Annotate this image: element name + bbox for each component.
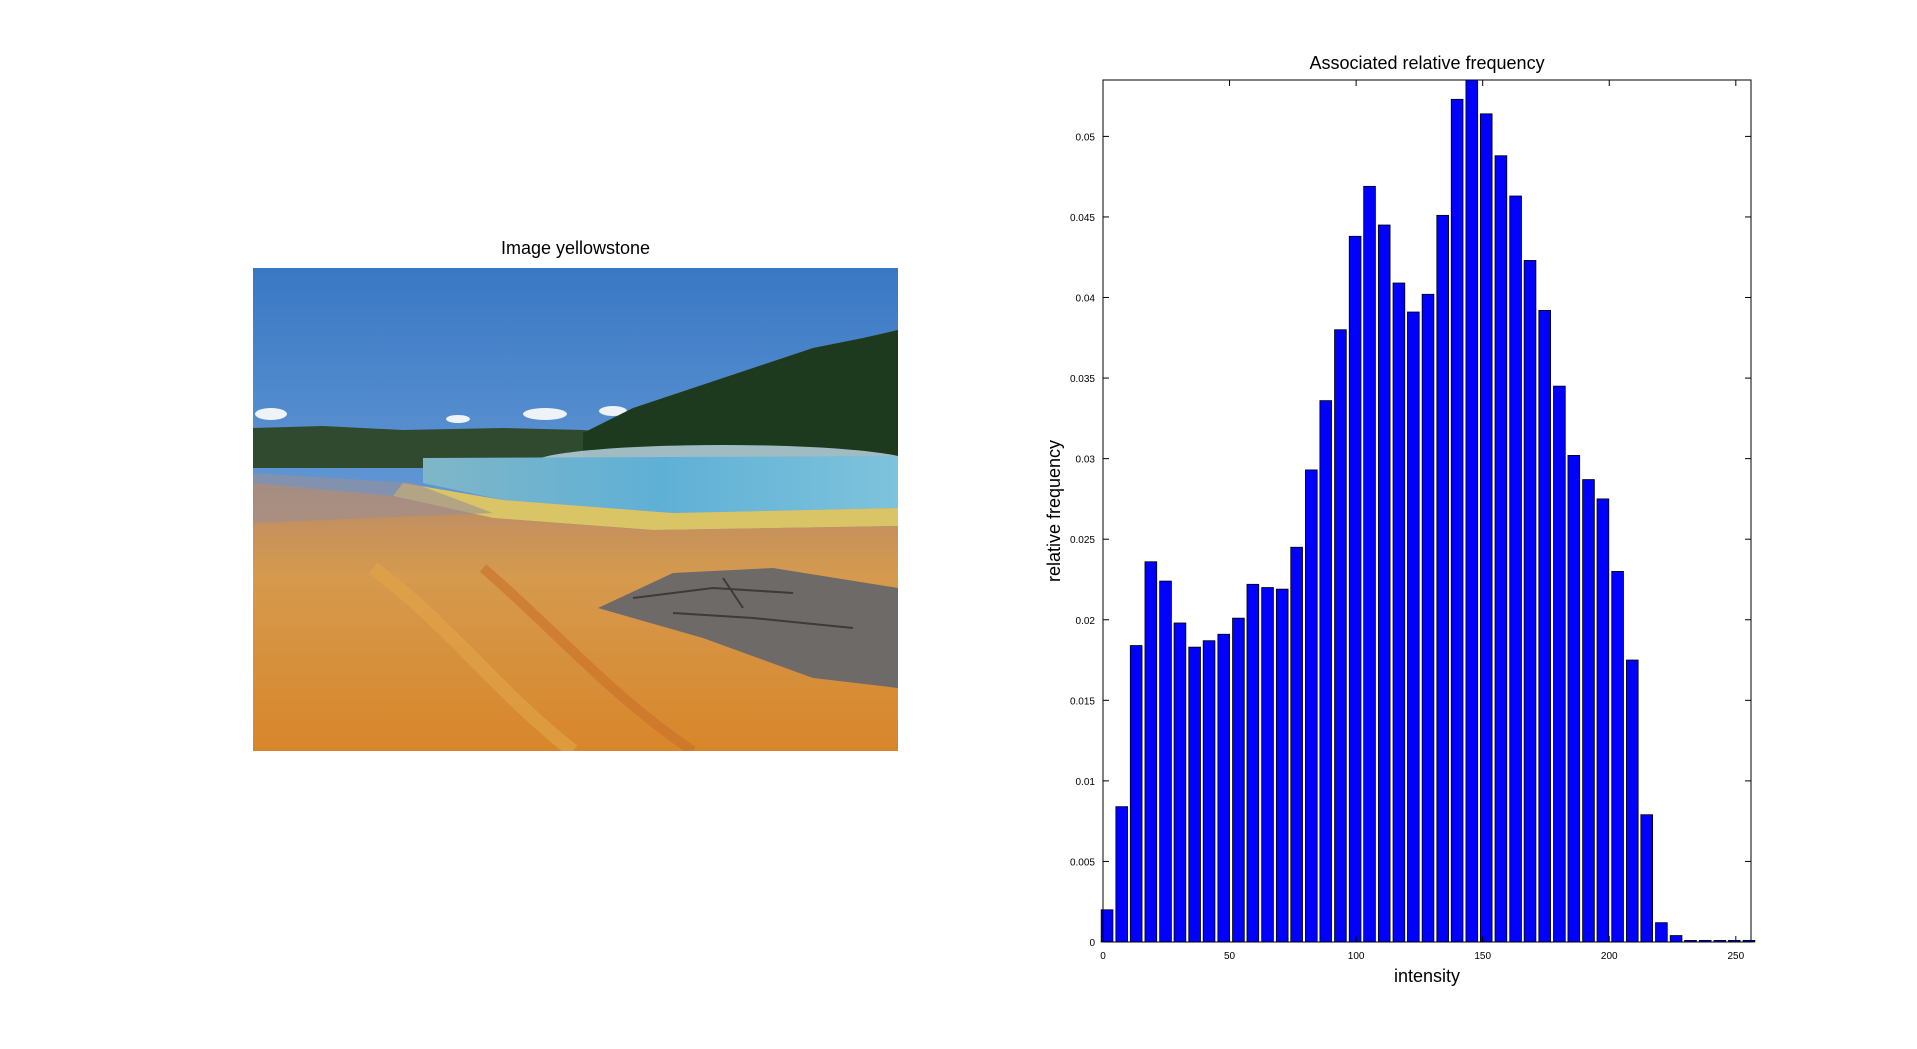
- histogram-bar: [1232, 617, 1245, 943]
- histogram-bar: [1363, 185, 1376, 943]
- histogram-bar: [1144, 561, 1158, 943]
- histogram-bar: [1261, 587, 1274, 943]
- histogram-bar: [1509, 195, 1522, 943]
- y-tick-label: 0.01: [1076, 777, 1096, 788]
- ticks-layer: 0 50 100 150 200 250 0 0.005 0.01 0.015 0.02 0.025 0…: [1070, 80, 1751, 962]
- histogram-bar: [1553, 385, 1566, 943]
- x-axis-label: intensity: [1394, 966, 1460, 986]
- x-tick-label: 0: [1100, 951, 1106, 962]
- histogram-bar: [1450, 98, 1464, 943]
- y-axis-label: relative frequency: [1044, 440, 1064, 582]
- histogram-bar: [1596, 498, 1610, 943]
- chart-title: Associated relative frequency: [1309, 53, 1544, 73]
- x-tick-label: 100: [1348, 951, 1365, 962]
- histogram-bar: [1159, 580, 1172, 943]
- histogram-bar: [1567, 455, 1581, 943]
- y-tick-label: 0.025: [1070, 535, 1095, 546]
- histogram-bar: [1494, 155, 1508, 943]
- histogram-bar: [1407, 311, 1420, 943]
- histogram-bar: [1436, 214, 1449, 943]
- histogram-bar: [1479, 113, 1493, 943]
- histogram-bar: [1275, 588, 1289, 943]
- histogram-bar: [1115, 806, 1129, 943]
- histogram-bar: [1392, 282, 1406, 943]
- y-tick-label: 0.05: [1076, 132, 1096, 143]
- histogram-bar: [1173, 622, 1187, 943]
- y-tick-label: 0.02: [1076, 616, 1096, 627]
- histogram-bar: [1465, 79, 1479, 943]
- histogram-bar: [1129, 645, 1143, 943]
- photo-title: Image yellowstone: [500, 238, 651, 258]
- histogram-bar: [1582, 479, 1595, 943]
- histogram-bar: [1188, 646, 1201, 943]
- histogram-bar: [1290, 546, 1303, 943]
- yellowstone-photo: [253, 268, 898, 751]
- y-tick-label: 0.03: [1076, 455, 1096, 466]
- histogram-bar: [1305, 469, 1318, 943]
- histogram-bar: [1421, 293, 1435, 943]
- histogram-bar: [1626, 659, 1639, 943]
- histogram-bar: [1640, 814, 1653, 943]
- histogram-bar: [1202, 640, 1216, 943]
- histogram-bar: [1217, 633, 1231, 943]
- histogram-bar: [1246, 583, 1260, 943]
- histogram-bar: [1377, 224, 1391, 943]
- y-tick-label: 0: [1089, 938, 1095, 949]
- x-tick-label: 250: [1727, 951, 1744, 962]
- y-tick-label: 0.045: [1070, 213, 1095, 224]
- x-tick-label: 50: [1224, 951, 1236, 962]
- x-tick-label: 200: [1601, 951, 1618, 962]
- bars-layer: [1100, 79, 1756, 943]
- x-tick-label: 150: [1474, 951, 1491, 962]
- histogram-bar: [1319, 400, 1333, 943]
- y-tick-label: 0.005: [1070, 857, 1095, 868]
- histogram-bar: [1611, 571, 1624, 943]
- histogram-bar: [1538, 310, 1551, 943]
- y-tick-label: 0.035: [1070, 374, 1095, 385]
- plot-frame: [1102, 79, 1752, 943]
- y-tick-label: 0.015: [1070, 696, 1095, 707]
- histogram-bar: [1655, 922, 1668, 943]
- histogram-bar: [1523, 260, 1537, 943]
- y-tick-label: 0.04: [1076, 294, 1096, 305]
- histogram-bar: [1348, 235, 1362, 943]
- histogram-bar: [1669, 935, 1683, 943]
- histogram-bar: [1334, 329, 1347, 943]
